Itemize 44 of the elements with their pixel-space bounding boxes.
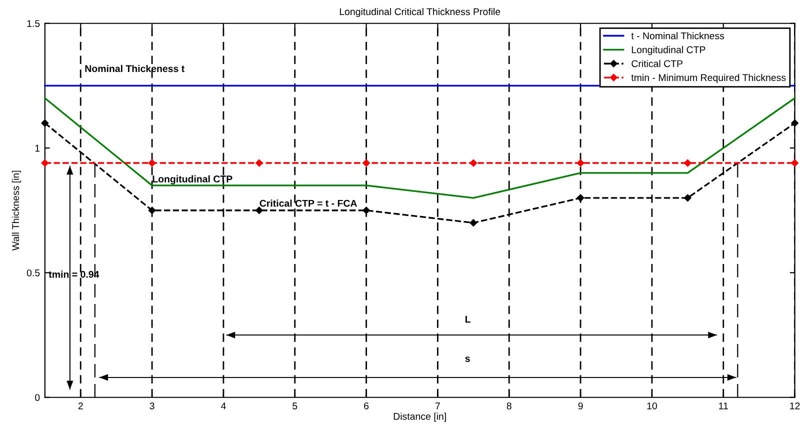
y-tick-label: 1.5: [27, 20, 40, 27]
x-tick-label: 5: [292, 402, 298, 410]
x-tick-label: 2: [78, 402, 83, 410]
point: [362, 206, 370, 214]
y-tick-label: 0: [35, 394, 40, 401]
point: [684, 194, 692, 202]
legend-label: Critical CTP: [632, 60, 682, 68]
x-axis-title: Distance [in]: [394, 412, 446, 422]
x-tick-label: 3: [150, 402, 154, 410]
point: [41, 159, 49, 167]
annotation: Nominal Thickeness t: [85, 64, 184, 72]
point: [148, 159, 156, 167]
point: [256, 159, 263, 167]
legend-label: t - Nominal Thickness: [631, 32, 724, 40]
legend-label: tmin - Minimum Required Thickness: [631, 74, 786, 83]
x-tick-label: 7: [435, 402, 440, 410]
x-tick-label: 4: [220, 402, 226, 410]
x-tick-label: 11: [719, 402, 728, 410]
point: [684, 159, 692, 167]
chart-title: Longitudinal Critical Thickness Profile: [340, 8, 500, 18]
point: [148, 206, 156, 214]
point: [470, 159, 478, 167]
point: [256, 206, 263, 214]
annotation: s: [465, 356, 470, 362]
y-tick-label: 1: [35, 144, 40, 152]
x-tick-label: 10: [647, 402, 657, 410]
point: [576, 194, 584, 202]
point: [362, 159, 370, 167]
annotation: Critical CTP = t - FCA: [260, 200, 357, 207]
y-tick-label: 0.5: [26, 269, 40, 276]
legend-label: Longitudinal CTP: [632, 46, 706, 56]
x-tick-label: 12: [790, 402, 800, 410]
point: [470, 219, 478, 226]
line-series: [44, 97, 796, 199]
point: [41, 119, 49, 127]
y-axis-title: Wall Thickness [in]: [12, 170, 21, 251]
annotation: Longitudinal CTP: [152, 175, 232, 184]
annotation: L: [465, 316, 470, 323]
point: [576, 159, 584, 167]
point: [791, 119, 798, 127]
x-tick-label: 6: [364, 402, 369, 410]
x-tick-label: 9: [578, 402, 583, 410]
point: [791, 159, 798, 167]
x-tick-label: 8: [506, 402, 512, 410]
